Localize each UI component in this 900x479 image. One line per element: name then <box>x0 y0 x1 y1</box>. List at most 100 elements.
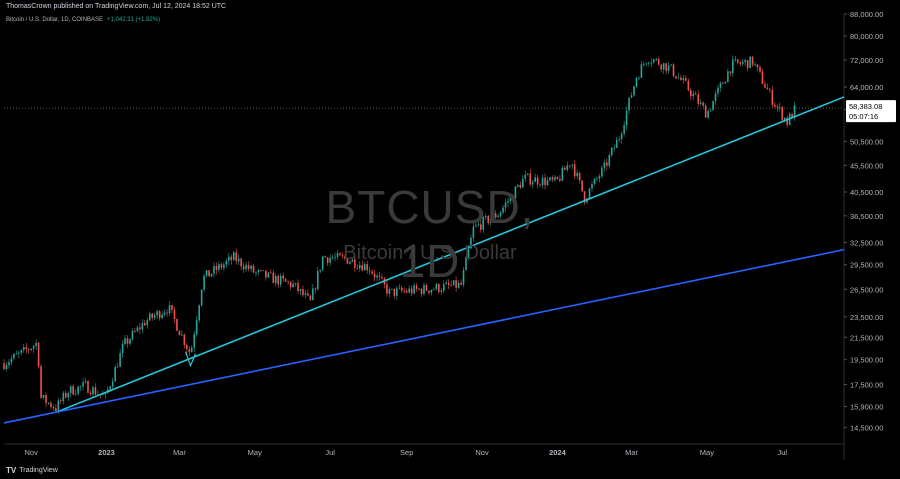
candle-body <box>465 257 467 271</box>
candle-body <box>267 272 270 278</box>
candle-body <box>724 81 727 84</box>
candle-body <box>242 266 245 270</box>
candle-body <box>576 172 578 177</box>
candle-body <box>391 288 393 290</box>
candle-body <box>519 184 522 188</box>
candle-body <box>568 165 571 167</box>
candle-body <box>561 167 564 181</box>
candle-body <box>299 289 302 292</box>
watermark-title: BTCUSD, 1D <box>325 181 535 287</box>
x-tick-label: Mar <box>625 448 638 457</box>
candle-body <box>109 386 112 390</box>
candle-body <box>87 381 89 393</box>
candle-body <box>3 363 5 370</box>
candle-body <box>124 338 126 344</box>
candle-body <box>250 265 252 269</box>
candle-body <box>252 265 255 273</box>
candle-body <box>60 400 62 402</box>
candle-body <box>756 64 759 68</box>
candle-body <box>630 95 633 98</box>
candle-body <box>484 216 487 218</box>
candle-body <box>341 255 344 257</box>
candle-body <box>704 105 707 118</box>
candle-body <box>645 63 648 65</box>
trendline-cyan <box>55 96 845 414</box>
candle-body <box>32 345 35 349</box>
candle-body <box>467 248 470 258</box>
candle-body <box>363 264 366 271</box>
candle-body <box>188 349 191 353</box>
candle-body <box>272 272 275 284</box>
candle-body <box>373 273 376 278</box>
candle-body <box>529 173 532 185</box>
candle-body <box>524 174 527 179</box>
y-tick-label: 32,500.00 <box>850 238 883 247</box>
candle-body <box>457 282 460 288</box>
candle-body <box>517 184 519 187</box>
candle-body <box>598 176 601 179</box>
candle-body <box>652 59 655 63</box>
candle-body <box>729 71 732 74</box>
candle-body <box>334 256 336 258</box>
candle-body <box>398 287 401 289</box>
candle-body <box>225 260 228 265</box>
candle-body <box>22 347 25 350</box>
candle-body <box>707 111 709 118</box>
candle-body <box>331 257 334 259</box>
candle-body <box>156 311 158 316</box>
candle-body <box>596 178 598 180</box>
candle-body <box>230 256 233 261</box>
candle-body <box>531 182 534 185</box>
candle-body <box>292 283 294 288</box>
candle-body <box>136 327 139 332</box>
candle-body <box>405 290 408 293</box>
candle-body <box>104 392 107 395</box>
candle-body <box>722 82 724 84</box>
candle-body <box>601 167 603 177</box>
candle-body <box>620 133 623 140</box>
candle-body <box>361 264 364 271</box>
candle-body <box>433 289 435 291</box>
candle-body <box>440 290 443 292</box>
candle-body <box>761 71 764 84</box>
candle-body <box>699 102 702 104</box>
candle-body <box>613 147 616 149</box>
candle-body <box>25 347 28 350</box>
candle-body <box>265 270 267 278</box>
candle-body <box>396 288 398 296</box>
candle-body <box>692 93 695 97</box>
candle-body <box>717 87 719 94</box>
candle-body <box>13 354 15 359</box>
candle-body <box>766 87 769 90</box>
candle-body <box>260 270 262 271</box>
candle-body <box>702 102 704 106</box>
candle-body <box>74 393 77 395</box>
candle-body <box>64 392 67 398</box>
candle-body <box>774 104 776 107</box>
candle-body <box>215 266 218 271</box>
y-tick-label: 19,500.00 <box>850 356 883 365</box>
touch-arrow <box>184 351 197 368</box>
candle-body <box>539 184 541 186</box>
candle-body <box>672 64 675 77</box>
candle-body <box>736 59 739 63</box>
candle-body <box>445 282 448 285</box>
candle-body <box>677 77 680 79</box>
candle-body <box>173 309 176 320</box>
candle-body <box>549 177 551 181</box>
candle-body <box>218 264 220 271</box>
candle-body <box>556 176 559 179</box>
candle-body <box>648 62 650 64</box>
candle-body <box>302 289 304 296</box>
candle-body <box>358 264 361 269</box>
candle-body <box>559 178 561 181</box>
candle-body <box>190 347 193 353</box>
candle-body <box>625 110 628 126</box>
candle-body <box>660 64 662 70</box>
candle-body <box>494 213 497 218</box>
candle-body <box>111 381 114 387</box>
candle-body <box>739 62 742 64</box>
candle-body <box>329 258 331 263</box>
x-tick-label: 2023 <box>98 448 115 457</box>
